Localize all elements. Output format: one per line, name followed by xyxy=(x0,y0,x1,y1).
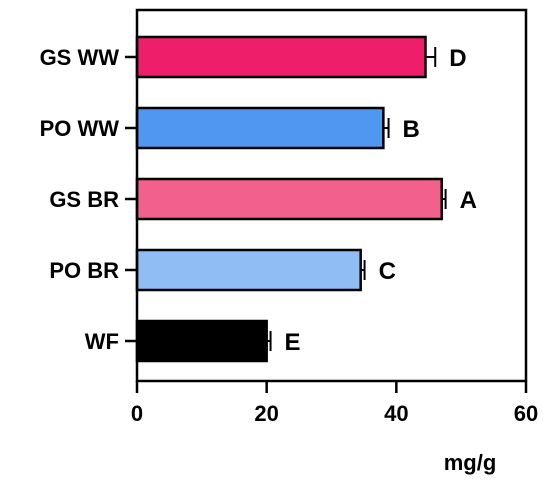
bar-0 xyxy=(135,35,427,79)
x-axis-ticks: 0 20 40 60 xyxy=(131,381,538,426)
bar-4 xyxy=(135,319,268,363)
x-tick-label-0: 0 xyxy=(131,401,143,426)
bar-3 xyxy=(135,248,362,292)
plot-frame xyxy=(135,8,528,383)
y-axis-ticks: GS WW PO WW GS BR PO BR WF xyxy=(40,45,137,354)
category-label-3: PO BR xyxy=(49,258,119,283)
significance-label-4: E xyxy=(285,329,301,356)
significance-labels-group: D B A C E xyxy=(285,45,477,356)
category-label-1: PO WW xyxy=(40,116,120,141)
category-label-0: GS WW xyxy=(40,45,120,70)
significance-label-2: A xyxy=(460,187,477,214)
significance-label-1: B xyxy=(403,116,420,143)
x-tick-label-1: 20 xyxy=(254,401,278,426)
bar-2 xyxy=(135,177,443,221)
significance-label-0: D xyxy=(449,45,466,72)
bars-group xyxy=(135,35,443,363)
x-axis-title: mg/g xyxy=(444,450,497,475)
error-bars-group xyxy=(266,47,447,351)
x-tick-label-2: 40 xyxy=(384,401,408,426)
significance-label-3: C xyxy=(379,258,396,285)
axes-group xyxy=(135,8,528,383)
category-label-2: GS BR xyxy=(49,187,119,212)
category-label-4: WF xyxy=(85,329,119,354)
bar-1 xyxy=(135,106,385,150)
x-tick-label-3: 60 xyxy=(514,401,538,426)
